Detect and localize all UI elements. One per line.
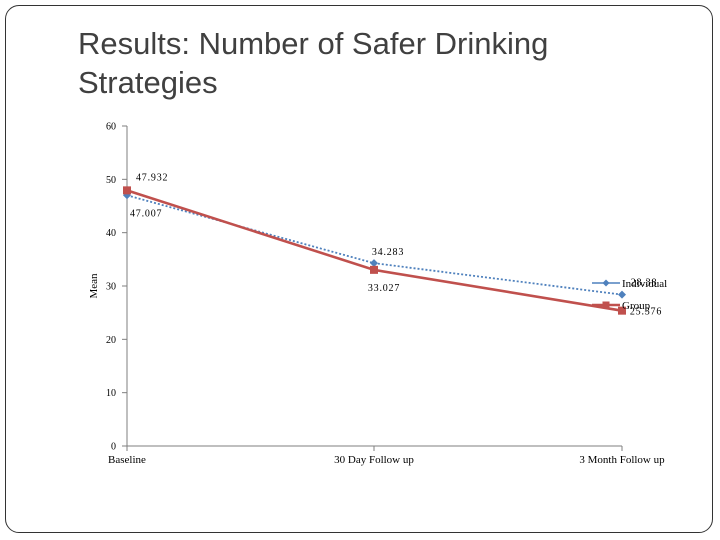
data-label-individual: 28.38: [631, 278, 658, 289]
data-label-individual: 47.007: [130, 208, 162, 219]
y-tick-label: 30: [106, 282, 116, 293]
legend-marker-individual: [602, 279, 610, 287]
y-tick-label: 50: [106, 175, 116, 186]
data-point-group: [370, 265, 378, 274]
data-label-group: 47.932: [136, 172, 168, 183]
data-point-group: [123, 186, 131, 195]
y-axis-title: Mean: [88, 273, 100, 299]
slide-frame: [5, 5, 713, 533]
chart-data-labels: 47.007 34.283 28.38 47.932 33.027 25.376: [130, 172, 662, 318]
data-label-group: 25.376: [630, 307, 662, 318]
legend-label-individual: Individual: [622, 278, 667, 290]
slide-title-line-1: Results: Number of Safer Drinking: [78, 26, 549, 61]
slide-title: Results: Number of Safer Drinking Strate…: [78, 24, 638, 102]
y-tick-label: 60: [106, 122, 116, 133]
y-tick-label: 20: [106, 335, 116, 346]
chart-series: [123, 186, 626, 315]
y-tick-label: 40: [106, 228, 116, 239]
data-point-individual: [370, 259, 378, 268]
slide-title-line-2: Strategies: [78, 65, 218, 100]
x-tick-label: 30 Day Follow up: [334, 454, 414, 466]
y-tick-label: 10: [106, 388, 116, 399]
x-tick-label: Baseline: [108, 454, 146, 466]
chart-legend: Individual Group: [592, 278, 667, 312]
series-line-individual: [126, 194, 623, 296]
chart-axes: 0 10 20 30 40 50 60 Baseline 30 Day Follow up 3 M…: [88, 122, 665, 467]
data-point-group: [618, 306, 626, 315]
legend-label-group: Group: [622, 300, 651, 312]
x-tick-label: 3 Month Follow up: [579, 454, 665, 466]
data-point-individual: [618, 290, 626, 299]
y-tick-label: 0: [111, 442, 116, 453]
legend-marker-group: [602, 301, 610, 309]
data-label-individual: 34.283: [372, 247, 404, 258]
data-label-group: 33.027: [368, 283, 400, 294]
